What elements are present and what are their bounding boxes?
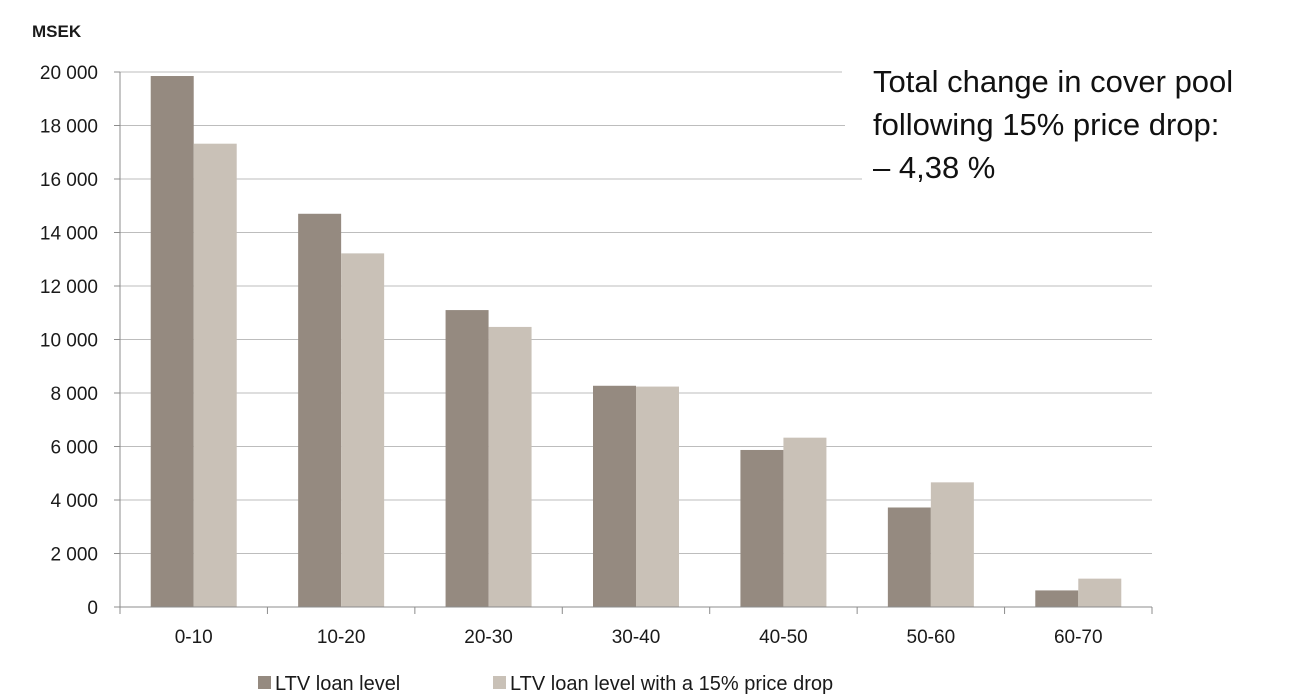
x-tick-label: 20-30 xyxy=(464,627,513,648)
y-tick-label: 16 000 xyxy=(40,170,98,191)
annotation-line: Total change in cover pool xyxy=(873,64,1233,99)
annotation-line: – 4,38 % xyxy=(873,150,995,185)
legend-label: LTV loan level xyxy=(275,673,400,695)
bar xyxy=(1078,578,1122,607)
y-tick-label: 0 xyxy=(87,598,98,619)
legend: LTV loan level LTV loan level with a 15% … xyxy=(258,673,833,695)
bar xyxy=(445,310,489,607)
legend-label: LTV loan level with a 15% price drop xyxy=(510,673,833,695)
x-tick-label: 0-10 xyxy=(175,627,213,648)
y-tick-label: 8 000 xyxy=(50,384,98,405)
x-tick-label: 60-70 xyxy=(1054,627,1103,648)
x-tick-labels: 0-10 10-20 20-30 30-40 40-50 50-60 60-70 xyxy=(175,627,1103,648)
bar xyxy=(1035,590,1079,607)
bars xyxy=(150,76,1122,608)
y-tick-label: 6 000 xyxy=(50,438,98,459)
bar xyxy=(887,507,931,607)
x-tick-label: 10-20 xyxy=(317,627,366,648)
y-tick-label: 10 000 xyxy=(40,331,98,352)
bar xyxy=(930,482,974,607)
y-tick-label: 2 000 xyxy=(50,545,98,566)
x-tick-label: 50-60 xyxy=(907,627,956,648)
y-tick-label: 20 000 xyxy=(40,63,98,84)
annotation-line: following 15% price drop: xyxy=(873,107,1219,142)
bar xyxy=(636,386,679,607)
bar xyxy=(488,326,532,607)
x-tick-label: 40-50 xyxy=(759,627,808,648)
x-tick-label: 30-40 xyxy=(612,627,661,648)
y-tick-labels: 0 2 000 4 000 6 000 8 000 10 000 12 000 14 000 1… xyxy=(40,63,98,619)
bar xyxy=(193,143,237,607)
y-tick-label: 12 000 xyxy=(40,277,98,298)
bar xyxy=(740,449,784,607)
bar xyxy=(593,385,636,607)
gridlines xyxy=(120,71,1152,554)
x-axis-tick-marks xyxy=(114,71,1153,614)
y-axis-label: MSEK xyxy=(32,22,82,41)
y-tick-label: 18 000 xyxy=(40,117,98,138)
y-tick-label: 14 000 xyxy=(40,224,98,245)
bar xyxy=(341,253,385,608)
y-tick-label: 4 000 xyxy=(50,491,98,512)
legend-swatch xyxy=(493,676,506,689)
bar xyxy=(298,213,342,607)
annotation: Total change in cover pool following 15% … xyxy=(873,64,1233,185)
legend-swatch xyxy=(258,676,271,689)
bar xyxy=(783,437,827,607)
bar xyxy=(150,76,194,607)
